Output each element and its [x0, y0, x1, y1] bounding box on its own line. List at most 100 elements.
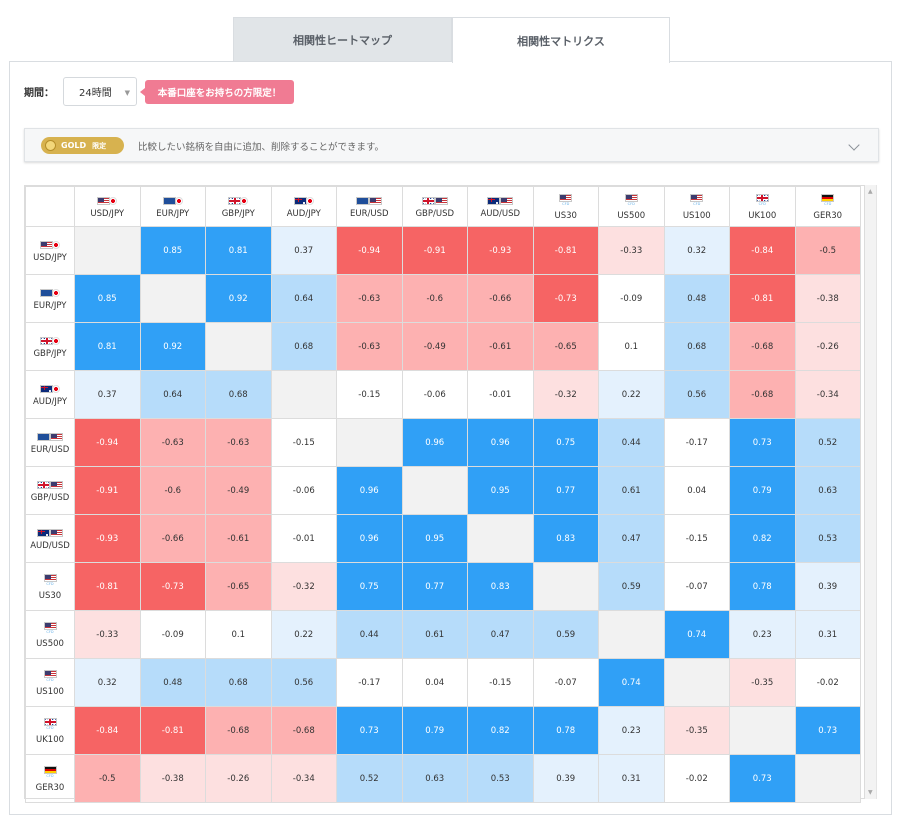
instrument-sub: CFD [562, 202, 570, 206]
live-account-badge: 本番口座をお持ちの方限定！ [140, 80, 294, 104]
instrument-symbol: AUD/JPY [32, 396, 68, 407]
gold-badge-label: GOLD [61, 141, 87, 150]
matrix-cell: 0.63 [794, 466, 861, 515]
instrument-symbol: US100 [682, 211, 711, 221]
matrix-cell: 0.32 [74, 658, 141, 707]
matrix-cell: 0.1 [205, 610, 272, 659]
flag-us-icon [434, 196, 448, 205]
matrix-cell: 0.56 [270, 658, 337, 707]
matrix-cell: -0.84 [74, 706, 141, 755]
instrument-sub: CFD [824, 202, 832, 206]
matrix-cell: -0.38 [794, 274, 861, 323]
column-header: GBP/JPY [205, 186, 272, 227]
flag-group [43, 716, 57, 726]
matrix-cell: 0.81 [205, 226, 272, 275]
row-header: GBP/USD [25, 466, 75, 515]
gold-coin-icon [45, 140, 56, 151]
period-label: 期間： [24, 88, 54, 99]
flag-group [624, 192, 638, 202]
matrix-cell: 0.31 [598, 754, 665, 803]
matrix-cell: 0.37 [270, 226, 337, 275]
tab-heatmap[interactable]: 相関性ヒートマップ [233, 17, 452, 61]
matrix-cell: -0.07 [532, 658, 599, 707]
instrument-sub: CFD [693, 202, 701, 206]
matrix-cell: 0.74 [598, 658, 665, 707]
matrix-cell: -0.65 [532, 322, 599, 371]
row-header: GBP/JPY [25, 322, 75, 371]
flag-jpy-icon [305, 196, 314, 205]
gold-badge: GOLD 限定 [41, 137, 124, 154]
instrument-sub: CFD [46, 678, 54, 682]
column-header: CFD UK100 [729, 186, 796, 227]
matrix-cell: -0.63 [336, 322, 403, 371]
matrix-cell: -0.68 [729, 322, 796, 371]
matrix-cell: 0.85 [74, 274, 141, 323]
matrix-cell-diagonal [729, 706, 796, 755]
matrix-cell: -0.26 [205, 754, 272, 803]
matrix-cell: -0.02 [663, 754, 730, 803]
matrix-cell: -0.68 [205, 706, 272, 755]
flag-eu-icon [162, 196, 176, 205]
matrix-cell-diagonal [401, 466, 468, 515]
flag-us-icon [50, 528, 63, 537]
matrix-cell: -0.66 [139, 514, 206, 563]
flag-group [690, 192, 704, 202]
matrix-cell: 0.47 [598, 514, 665, 563]
matrix-cell: -0.06 [401, 370, 468, 419]
matrix-cell: 0.68 [270, 322, 337, 371]
instrument-symbol: GBP/USD [30, 492, 70, 503]
matrix-cell: -0.01 [270, 514, 337, 563]
matrix-cell: 0.44 [336, 610, 403, 659]
column-header: EUR/JPY [139, 186, 206, 227]
period-select[interactable]: 24時間 ▼ [63, 77, 137, 106]
row-header: EUR/JPY [25, 274, 75, 323]
matrix-cell: 0.47 [467, 610, 534, 659]
row-header: AUD/USD [25, 514, 75, 563]
matrix-cell: 0.61 [598, 466, 665, 515]
flag-de-icon [821, 194, 835, 202]
matrix-cell-diagonal [467, 514, 534, 563]
matrix-cell: 0.83 [532, 514, 599, 563]
tab-matrix[interactable]: 相関性マトリクス [452, 17, 670, 63]
matrix-cell: -0.38 [139, 754, 206, 803]
matrix-cell: -0.33 [74, 610, 141, 659]
gold-feature-bar[interactable]: GOLD 限定 比較したい銘柄を自由に追加、削除することができます。 [24, 128, 879, 162]
instrument-symbol: EUR/JPY [33, 300, 67, 311]
scroll-down-icon[interactable]: ▼ [868, 789, 873, 796]
matrix-cell: 0.83 [467, 562, 534, 611]
column-header: AUD/JPY [270, 186, 337, 227]
row-header: CFD UK100 [25, 706, 75, 755]
matrix-cell: 0.64 [139, 370, 206, 419]
instrument-sub: CFD [46, 774, 54, 778]
flag-au-icon [293, 196, 307, 205]
instrument-symbol: US30 [38, 591, 62, 601]
matrix-cell: 0.78 [729, 562, 796, 611]
column-header: CFD US100 [663, 186, 730, 227]
matrix-cell: 0.52 [336, 754, 403, 803]
row-header: EUR/USD [25, 418, 75, 467]
matrix-cell-diagonal [74, 226, 141, 275]
matrix-cell: 0.73 [794, 706, 861, 755]
instrument-symbol: USD/JPY [90, 208, 125, 219]
matrix-cell: -0.81 [729, 274, 796, 323]
flag-us-icon [50, 480, 63, 489]
matrix-cell: -0.07 [663, 562, 730, 611]
flag-group [40, 383, 60, 393]
scroll-up-icon[interactable]: ▲ [868, 188, 873, 195]
matrix-cell: 0.92 [205, 274, 272, 323]
matrix-cell: 0.75 [336, 562, 403, 611]
matrix-cell: 0.81 [74, 322, 141, 371]
gold-bar-text: 比較したい銘柄を自由に追加、削除することができます。 [138, 142, 385, 153]
matrix-cell: 0.37 [74, 370, 141, 419]
vertical-scrollbar[interactable]: ▲ ▼ [865, 185, 877, 799]
flag-us-icon [369, 196, 383, 205]
matrix-cell: 0.79 [729, 466, 796, 515]
gold-badge-limited: 限定 [92, 141, 107, 150]
matrix-cell: -0.94 [336, 226, 403, 275]
matrix-cell: -0.5 [794, 226, 861, 275]
flag-eu-icon [37, 432, 50, 441]
chevron-down-icon[interactable] [848, 139, 860, 151]
flag-jpy-icon [240, 196, 249, 205]
matrix-cell: 0.59 [598, 562, 665, 611]
flag-us-icon [43, 622, 57, 630]
